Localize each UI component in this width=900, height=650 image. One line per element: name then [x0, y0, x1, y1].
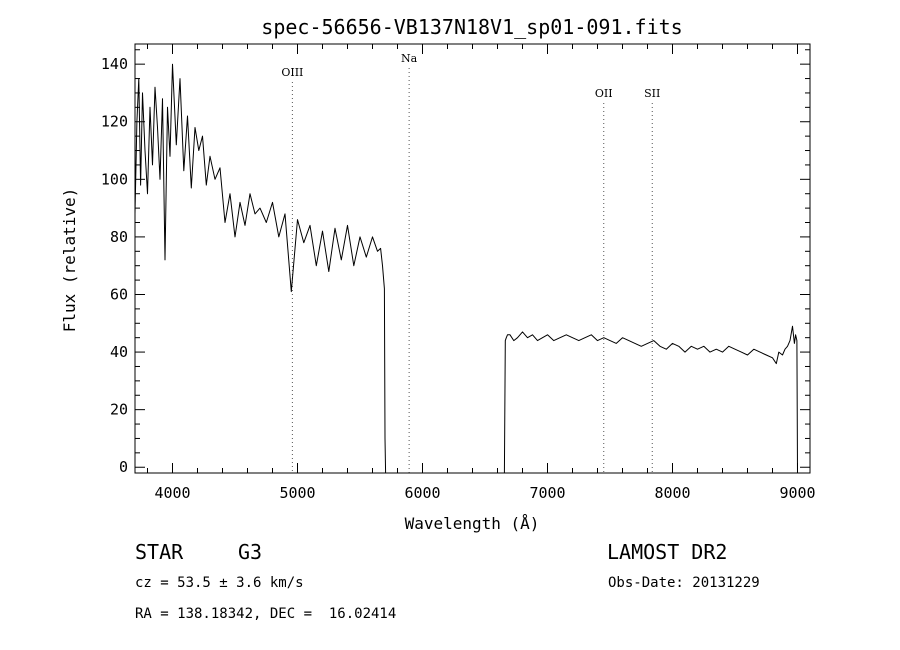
x-axis-label: Wavelength (Å): [405, 514, 540, 533]
spectrum: [134, 63, 798, 474]
y-tick-label: 120: [101, 113, 128, 131]
x-tick-label: 9000: [779, 484, 815, 502]
y-tick-label: 80: [110, 228, 128, 246]
y-axis-label: Flux (relative): [60, 188, 79, 333]
y-tick-label: 140: [101, 55, 128, 73]
x-tick-label: 7000: [529, 484, 565, 502]
axis-ticks: 4000 5000 6000 7000 8000 9000 0 20 40 60 80 100 120 1…: [101, 44, 816, 502]
plot-frame: [134, 43, 811, 474]
emission-line-label: OIII: [281, 66, 303, 79]
x-tick-label: 4000: [154, 484, 190, 502]
observation-date: Obs-Date: 20131229: [608, 575, 760, 591]
emission-line-label: Na: [401, 52, 418, 65]
x-tick-label: 8000: [654, 484, 690, 502]
chart-title: spec-56656-VB137N18V1_sp01-091.fits: [261, 15, 682, 39]
spectrum-line: [134, 63, 387, 474]
emission-lines: OIII Na OII SII: [281, 52, 660, 473]
y-tick-label: 60: [110, 285, 128, 303]
survey-name: LAMOST DR2: [607, 540, 728, 564]
object-class: STAR: [135, 540, 184, 564]
emission-line-label: SII: [644, 87, 660, 100]
y-tick-label: 20: [110, 401, 128, 419]
emission-line-label: OII: [595, 87, 613, 100]
y-tick-label: 40: [110, 343, 128, 361]
subclass: G3: [238, 540, 263, 564]
spectrum-line: [503, 325, 798, 474]
y-tick-label: 100: [101, 170, 128, 188]
redshift-velocity: cz = 53.5 ± 3.6 km/s: [135, 575, 304, 591]
coordinates: RA = 138.18342, DEC = 16.02414: [135, 606, 397, 622]
x-tick-label: 6000: [404, 484, 440, 502]
x-tick-label: 5000: [279, 484, 315, 502]
y-tick-label: 0: [119, 458, 128, 476]
